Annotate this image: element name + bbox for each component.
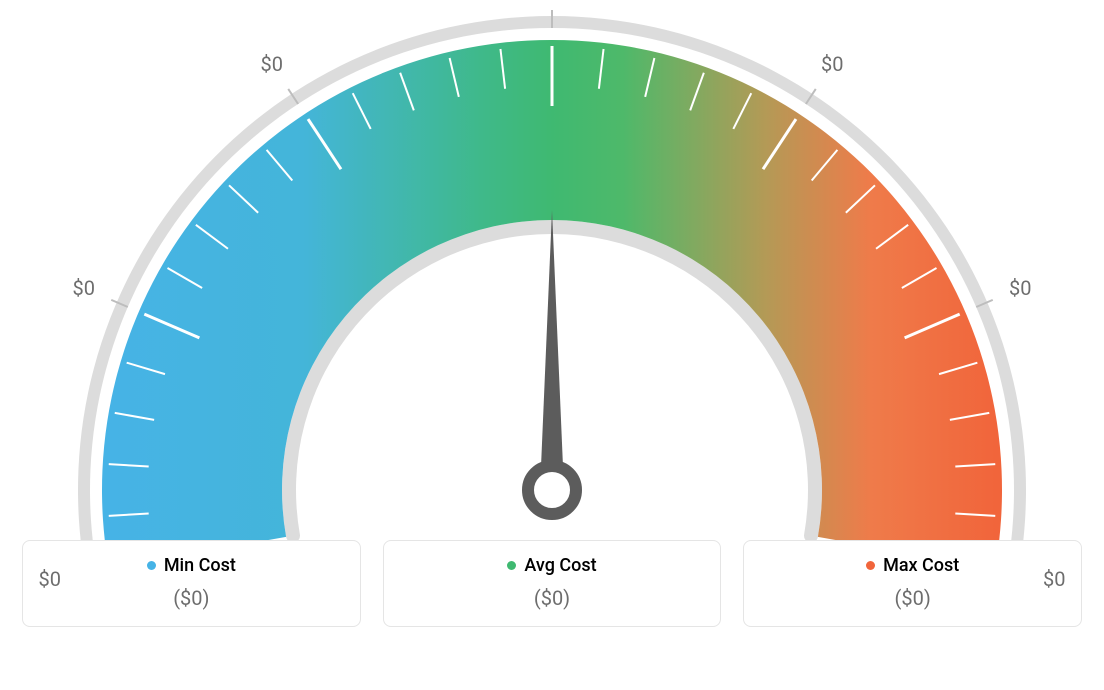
gauge-tick-label: $0 <box>1009 276 1031 300</box>
dot-icon <box>507 561 516 570</box>
gauge-tick-label: $0 <box>1043 567 1065 591</box>
legend-card-max: Max Cost ($0) <box>743 540 1082 627</box>
dot-icon <box>866 561 875 570</box>
gauge-tick-label: $0 <box>72 276 94 300</box>
dot-icon <box>147 561 156 570</box>
gauge-chart: $0$0$0$0$0$0$0 <box>0 0 1104 540</box>
legend-label: Min Cost <box>164 555 236 576</box>
legend-label: Max Cost <box>883 555 959 576</box>
legend-row: Min Cost ($0) Avg Cost ($0) Max Cost ($0… <box>0 540 1104 647</box>
legend-value-avg: ($0) <box>394 586 711 610</box>
gauge-tick-label: $0 <box>821 52 843 76</box>
legend-value-min: ($0) <box>33 586 350 610</box>
legend-value-max: ($0) <box>754 586 1071 610</box>
gauge-tick-label: $0 <box>38 567 60 591</box>
gauge-tick-label: $0 <box>261 52 283 76</box>
legend-card-avg: Avg Cost ($0) <box>383 540 722 627</box>
legend-label: Avg Cost <box>524 555 596 576</box>
gauge-svg <box>0 0 1104 540</box>
legend-card-min: Min Cost ($0) <box>22 540 361 627</box>
legend-title-max: Max Cost <box>866 555 959 576</box>
legend-title-avg: Avg Cost <box>507 555 596 576</box>
legend-title-min: Min Cost <box>147 555 236 576</box>
